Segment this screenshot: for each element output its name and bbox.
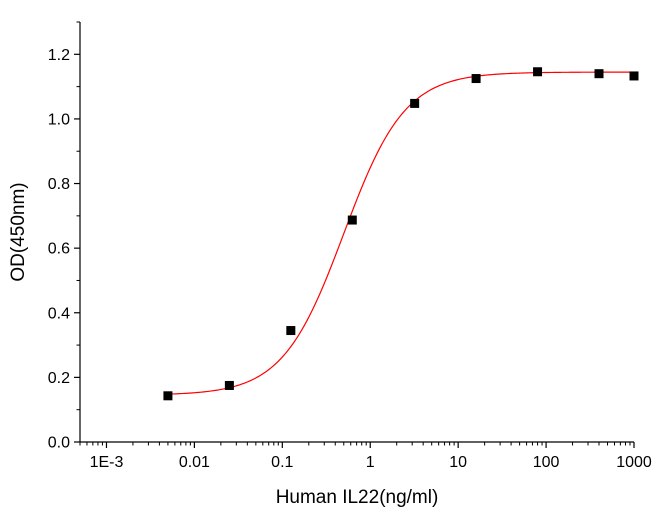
data-point [410,98,420,108]
data-point [471,74,481,84]
x-axis-title: Human IL22(ng/ml) [276,487,439,508]
y-tick-label: 0.4 [48,305,70,322]
data-point [629,71,639,81]
y-tick-label: 0.6 [48,241,70,258]
data-point [224,380,234,390]
x-tick-label: 1 [366,454,375,471]
data-point [347,215,357,225]
data-points [163,67,639,401]
plot-area [79,22,634,443]
y-axis-ticks: 0.0 0.2 0.4 0.6 0.8 1.0 1.2 [48,21,80,452]
data-point [533,67,543,77]
x-tick-label: 100 [533,454,560,471]
x-tick-label: 10 [449,454,467,471]
x-tick-label: 1E-3 [90,454,124,471]
data-point [594,69,604,79]
data-point [286,326,296,336]
y-axis-title: OD(450nm) [8,182,29,281]
y-tick-label: 0.8 [48,176,70,193]
data-point [163,391,173,401]
x-tick-label: 1000 [616,454,652,471]
y-tick-label: 0.0 [48,435,70,452]
y-tick-label: 1.2 [48,47,70,64]
x-axis-ticks: 1E-3 0.01 0.1 1 10 100 1000 [90,442,652,471]
x-axis-minor-ticks [79,442,631,446]
x-tick-label: 0.01 [179,454,210,471]
x-tick-label: 0.1 [271,454,293,471]
y-tick-label: 0.2 [48,370,70,387]
fit-curve-line [167,71,634,395]
y-tick-label: 1.0 [48,111,70,128]
